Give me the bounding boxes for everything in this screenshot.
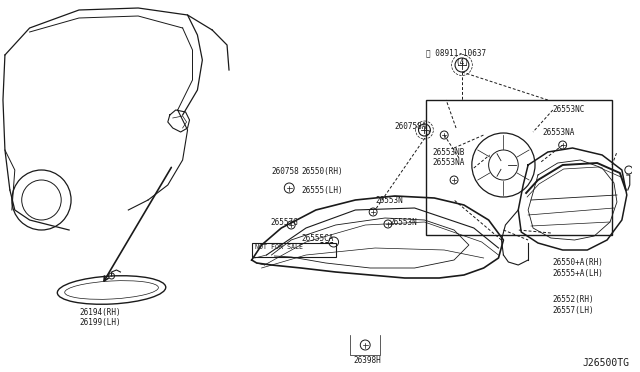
Text: 26553N: 26553N: [375, 196, 403, 205]
Text: 26555+A(LH): 26555+A(LH): [553, 269, 604, 278]
Text: 260758: 260758: [271, 167, 300, 176]
Text: 26553NA: 26553NA: [543, 128, 575, 137]
Bar: [426, 100, 612, 235]
Text: Ⓝ 08911-10637: Ⓝ 08911-10637: [426, 48, 486, 57]
Text: 26199(LH): 26199(LH): [79, 318, 120, 327]
Text: NOT FOR SALE: NOT FOR SALE: [255, 244, 303, 250]
Text: 26553N: 26553N: [390, 218, 418, 227]
Text: 26552(RH): 26552(RH): [553, 295, 595, 304]
Text: 26557G: 26557G: [271, 218, 298, 227]
Text: J26500TG: J26500TG: [582, 358, 629, 368]
Text: 26553NC: 26553NC: [553, 105, 585, 114]
Text: 26557(LH): 26557(LH): [553, 306, 595, 315]
Text: 26555(LH): 26555(LH): [301, 186, 342, 195]
Text: 26553NA: 26553NA: [433, 158, 465, 167]
Text: (4): (4): [455, 58, 469, 67]
Text: 26555CA: 26555CA: [301, 234, 333, 243]
Text: 26550+A(RH): 26550+A(RH): [553, 258, 604, 267]
Text: 26553NB: 26553NB: [433, 148, 465, 157]
Text: 260758A: 260758A: [395, 122, 428, 131]
Text: 26550(RH): 26550(RH): [301, 167, 342, 176]
Text: 26194(RH): 26194(RH): [79, 308, 120, 317]
Bar: [252, 243, 335, 257]
Text: 26398H: 26398H: [353, 356, 381, 365]
